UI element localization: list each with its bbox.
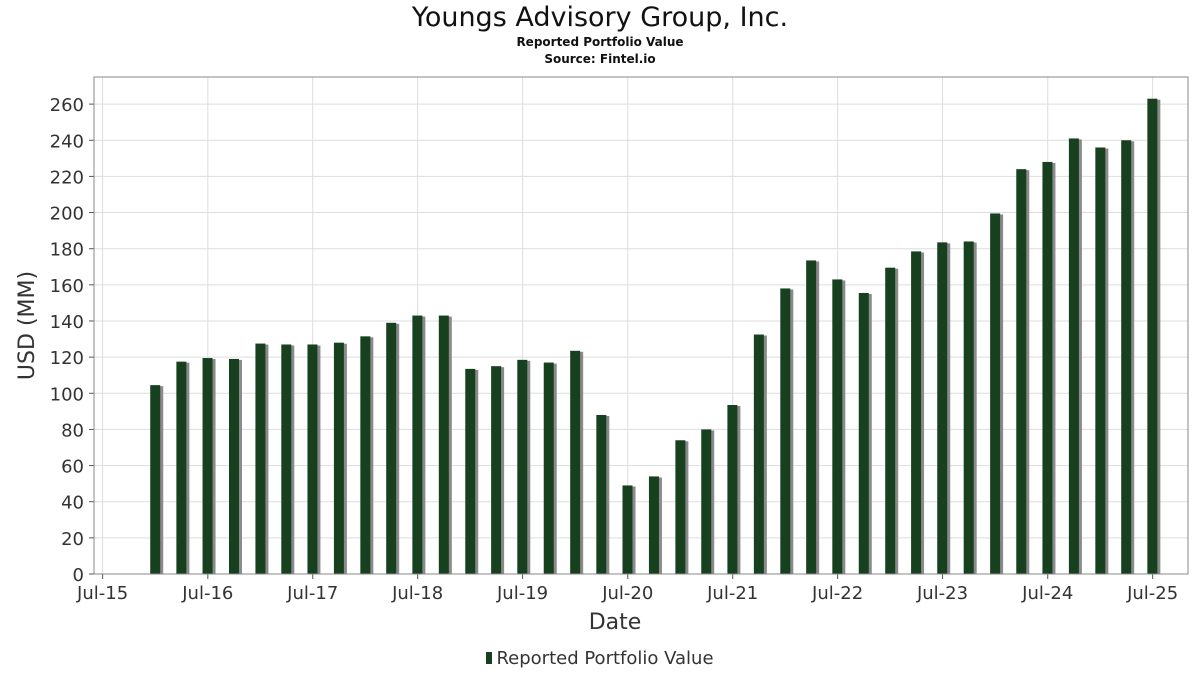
- bar: [832, 279, 843, 574]
- x-tick-label: Jul-25: [1126, 583, 1178, 604]
- y-tick-label: 200: [50, 204, 84, 225]
- bar: [307, 344, 318, 574]
- y-axis-title: USD (MM): [15, 271, 40, 380]
- bar: [1068, 138, 1079, 574]
- x-tick-label: Jul-21: [706, 583, 758, 604]
- y-tick-label: 240: [50, 131, 84, 152]
- bar: [622, 485, 633, 574]
- y-tick-label: 0: [73, 565, 84, 586]
- bar: [543, 362, 554, 574]
- legend-swatch: [486, 652, 493, 664]
- bar: [648, 476, 659, 574]
- y-tick-label: 80: [61, 420, 84, 441]
- y-tick-label: 40: [61, 493, 84, 514]
- x-axis-title: Date: [589, 610, 642, 635]
- bar: [596, 414, 607, 574]
- bar: [465, 368, 476, 574]
- bar: [780, 288, 791, 574]
- y-tick-label: 180: [50, 240, 84, 261]
- x-tick-label: Jul-19: [496, 583, 548, 604]
- bar: [727, 405, 738, 574]
- x-tick-label: Jul-17: [286, 583, 338, 604]
- x-tick-label: Jul-18: [391, 583, 443, 604]
- bar: [570, 350, 581, 574]
- bar: [491, 366, 502, 574]
- bar: [202, 358, 213, 574]
- x-tick-label: Jul-15: [76, 583, 128, 604]
- plot-frame: [93, 76, 1189, 575]
- x-tick-label: Jul-22: [811, 583, 863, 604]
- bar: [176, 361, 187, 574]
- bar: [675, 440, 686, 574]
- chart-source: Source: Fintel.io: [544, 52, 656, 66]
- x-tick-label: Jul-16: [181, 583, 233, 604]
- x-tick-label: Jul-24: [1021, 583, 1073, 604]
- bar: [885, 267, 896, 574]
- bar: [1147, 98, 1158, 575]
- bar: [1042, 161, 1053, 574]
- bar: [753, 334, 764, 574]
- bar: [438, 315, 449, 574]
- bar: [412, 315, 423, 574]
- bar: [1121, 140, 1132, 574]
- bar: [701, 429, 712, 574]
- legend: Reported Portfolio Value: [0, 648, 1200, 669]
- bar: [1016, 169, 1027, 575]
- plot-area: [94, 77, 1188, 574]
- bar: [150, 385, 161, 574]
- bar: [517, 359, 528, 574]
- bar: [255, 343, 266, 574]
- bar: [858, 292, 869, 574]
- y-tick-label: 220: [50, 167, 84, 188]
- bar: [333, 342, 344, 574]
- y-tick-label: 120: [50, 348, 84, 369]
- y-tick-label: 20: [61, 529, 84, 550]
- bar: [963, 241, 974, 574]
- bar: [806, 260, 817, 574]
- bar: [360, 336, 371, 574]
- bar: [228, 358, 239, 574]
- y-tick-label: 60: [61, 457, 84, 478]
- y-tick-label: 140: [50, 312, 84, 333]
- bar: [911, 251, 922, 574]
- y-tick-label: 160: [50, 276, 84, 297]
- bar: [1095, 147, 1106, 574]
- bar: [386, 322, 397, 574]
- legend-label: Reported Portfolio Value: [496, 648, 714, 669]
- x-tick-label: Jul-20: [601, 583, 653, 604]
- bar: [990, 213, 1001, 574]
- x-tick-label: Jul-23: [916, 583, 968, 604]
- y-tick-label: 260: [50, 95, 84, 116]
- chart-subtitle: Reported Portfolio Value: [516, 35, 684, 49]
- y-tick-label: 100: [50, 384, 84, 405]
- bar: [281, 344, 292, 574]
- bar: [937, 242, 948, 574]
- chart-title: Youngs Advisory Group, Inc.: [411, 2, 789, 33]
